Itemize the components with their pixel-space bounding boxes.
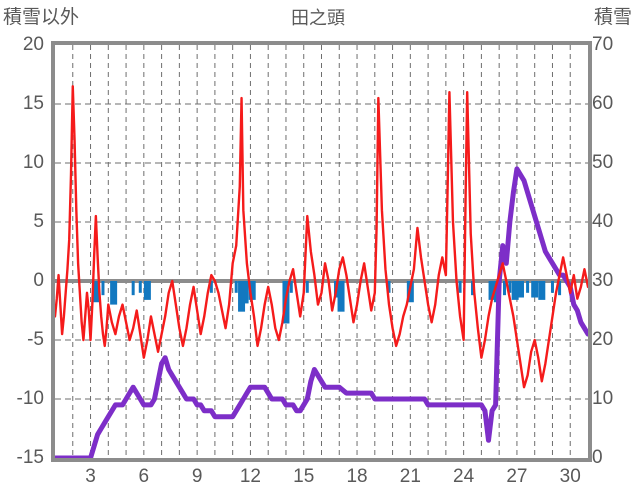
right-axis-tick-label: 40 bbox=[592, 211, 614, 232]
precipitation-bar bbox=[531, 281, 539, 298]
precipitation-bar bbox=[234, 281, 238, 293]
precipitation-bar bbox=[143, 281, 151, 300]
precipitation-bar bbox=[238, 281, 246, 312]
left-axis-tick-label: 15 bbox=[22, 93, 44, 114]
plot-inner bbox=[55, 45, 588, 458]
precipitation-bar bbox=[333, 281, 341, 298]
precipitation-bar bbox=[138, 281, 142, 293]
plot-svg bbox=[55, 45, 588, 458]
x-axis-tick-label: 30 bbox=[559, 466, 581, 487]
temperature-line bbox=[55, 85, 588, 389]
precipitation-bar bbox=[131, 281, 135, 296]
left-axis-tick-label: 10 bbox=[22, 152, 44, 173]
left-axis-tick-label: 5 bbox=[33, 211, 44, 232]
precipitation-bar bbox=[305, 281, 309, 293]
x-axis-tick-label: 12 bbox=[239, 466, 261, 487]
x-axis-tick-label: 18 bbox=[346, 466, 368, 487]
x-axis-tick-label: 9 bbox=[191, 466, 203, 487]
plot-area bbox=[51, 41, 592, 462]
precipitation-bar bbox=[558, 281, 562, 296]
right-axis-tick-label: 20 bbox=[592, 329, 614, 350]
x-axis-tick-label: 3 bbox=[85, 466, 96, 487]
right-axis-unit-label: 積雪 bbox=[593, 7, 632, 28]
precipitation-bar bbox=[511, 281, 519, 300]
right-axis-tick-label: 0 bbox=[592, 447, 603, 468]
precipitation-bar bbox=[550, 281, 554, 293]
page-title: 田之頭 bbox=[291, 8, 345, 28]
left-axis-tick-label: -5 bbox=[27, 329, 44, 350]
x-axis-tick-label: 27 bbox=[506, 466, 528, 487]
precipitation-bar bbox=[110, 281, 118, 305]
x-axis-tick-label: 15 bbox=[293, 466, 315, 487]
right-axis-tick-label: 10 bbox=[592, 388, 614, 409]
snow-depth-line bbox=[55, 166, 588, 458]
precipitation-bar bbox=[209, 281, 213, 293]
precipitation-bar bbox=[92, 281, 100, 303]
precipitation-bar bbox=[289, 281, 293, 293]
left-axis-unit-label: 積雪以外 bbox=[3, 7, 80, 28]
precipitation-bar bbox=[538, 281, 546, 300]
left-axis-tick-label: -10 bbox=[16, 388, 44, 409]
x-axis-tick-label: 21 bbox=[399, 466, 421, 487]
right-axis-tick-label: 50 bbox=[592, 152, 614, 173]
precipitation-bar bbox=[516, 281, 524, 298]
right-axis-tick-label: 60 bbox=[592, 93, 614, 114]
precipitation-bar bbox=[387, 281, 391, 293]
precipitation-bar bbox=[337, 281, 345, 312]
left-axis-tick-label: 0 bbox=[33, 270, 44, 291]
precipitation-bar bbox=[508, 281, 512, 293]
precipitation-bar bbox=[458, 281, 462, 293]
x-axis-tick-label: 24 bbox=[453, 466, 475, 487]
right-axis-tick-label: 70 bbox=[592, 34, 614, 55]
precipitation-bar bbox=[502, 281, 506, 296]
precipitation-bar bbox=[526, 281, 530, 293]
precipitation-bar bbox=[488, 281, 496, 300]
left-axis-tick-label: -15 bbox=[16, 447, 44, 468]
precipitation-bar bbox=[101, 281, 105, 296]
x-axis-tick-label: 6 bbox=[138, 466, 150, 487]
precipitation-bar bbox=[471, 281, 475, 296]
precipitation-bar bbox=[241, 281, 249, 304]
right-axis-tick-label: 30 bbox=[592, 270, 614, 291]
precipitation-bar bbox=[248, 281, 256, 300]
left-axis-tick-label: 20 bbox=[22, 34, 44, 55]
